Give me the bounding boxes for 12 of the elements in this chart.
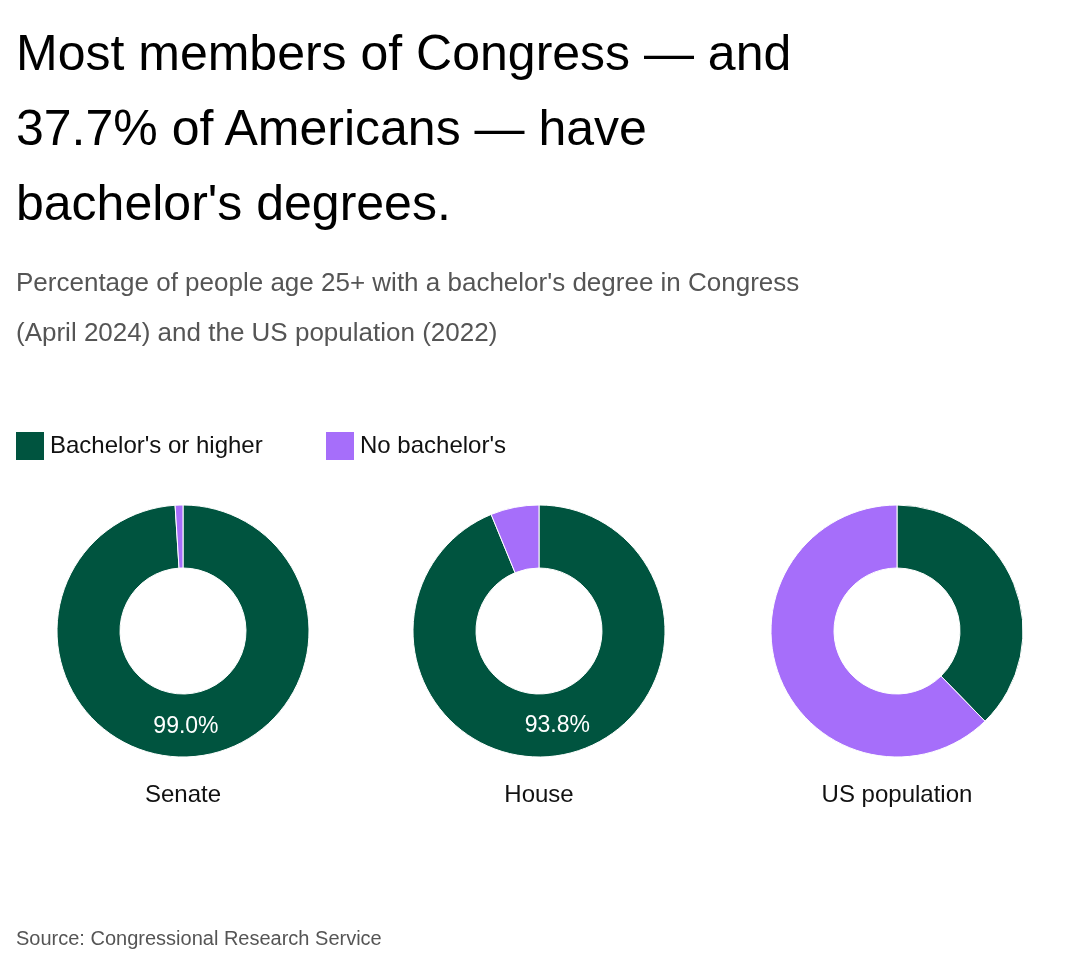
donut-slice bbox=[412, 504, 666, 758]
chart-subtitle: Percentage of people age 25+ with a bachelor's degree in Congress (April 2024) and the US population (2022) bbox=[16, 267, 800, 347]
chart-title: Most members of Congress — and 37.7% of Americans — have bachelor's degrees. bbox=[16, 25, 792, 231]
text: Senate bbox=[144, 780, 222, 807]
text: House bbox=[504, 780, 574, 807]
donut-slice bbox=[56, 504, 310, 758]
text: US population bbox=[821, 780, 973, 807]
data-label: 93.8% bbox=[524, 710, 590, 737]
legend-label: No bachelor's bbox=[360, 431, 506, 458]
source-note: Source: Congressional Research Service bbox=[16, 927, 382, 949]
legend-label: Bachelor's or higher bbox=[50, 431, 263, 458]
data-label: 99.0% bbox=[153, 712, 219, 739]
